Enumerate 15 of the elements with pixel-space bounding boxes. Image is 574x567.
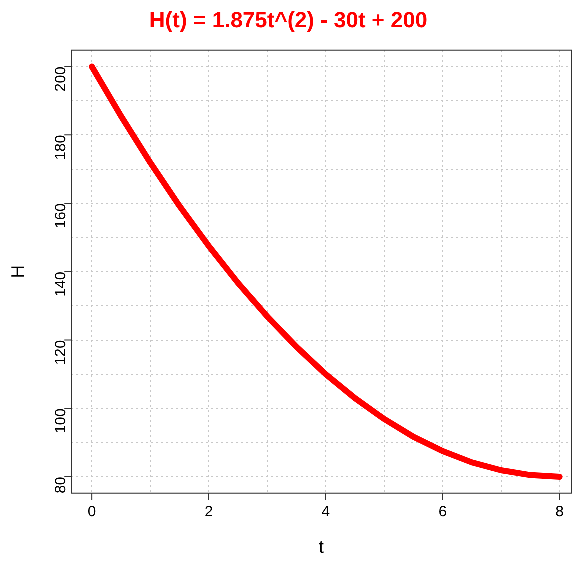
x-tick-label: 0 xyxy=(88,504,96,521)
y-tick-label: 160 xyxy=(52,204,70,229)
y-tick-label: 140 xyxy=(52,272,70,297)
x-axis-title: t xyxy=(319,537,324,558)
y-tick-label: 100 xyxy=(52,408,70,434)
y-axis-title: H xyxy=(8,265,28,278)
chart-title: H(t) = 1.875t^(2) - 30t + 200 xyxy=(149,7,428,32)
x-tick-label: 2 xyxy=(204,504,214,521)
y-tick-label: 200 xyxy=(52,66,70,92)
y-tick-label: 120 xyxy=(52,340,70,366)
x-tick-label: 6 xyxy=(438,504,448,521)
x-tick-label: 4 xyxy=(322,504,330,521)
y-tick-label: 80 xyxy=(52,476,70,494)
y-tick-label: 180 xyxy=(52,135,70,160)
x-tick-label: 8 xyxy=(556,504,564,521)
